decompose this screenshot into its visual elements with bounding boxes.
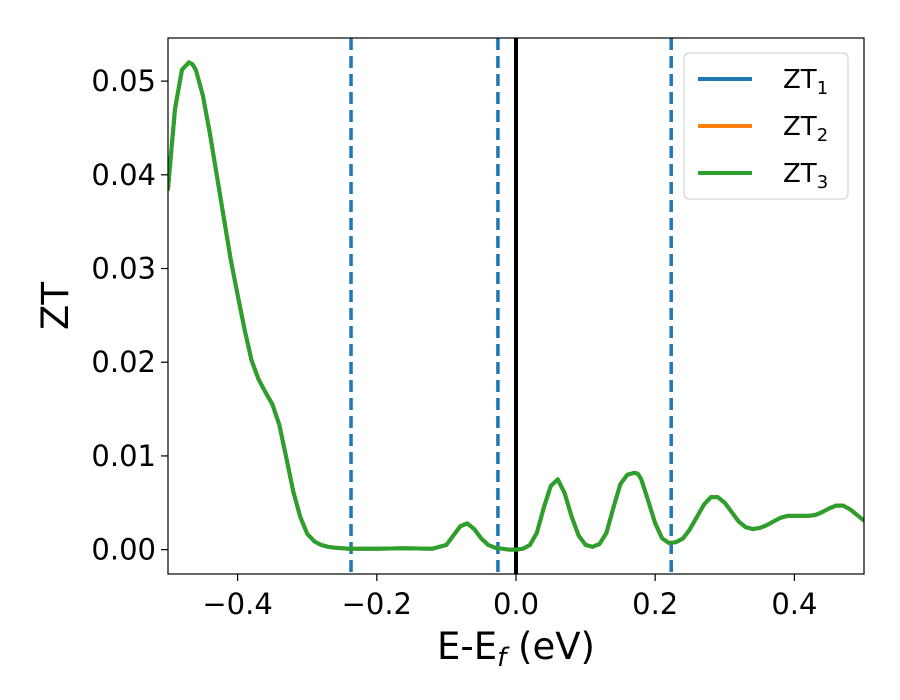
legend: ZT1 ZT2 ZT3 xyxy=(683,52,849,200)
series-lines xyxy=(168,60,864,552)
y-tick-label: 0.05 xyxy=(91,64,156,98)
reference-lines xyxy=(349,38,673,574)
x-tick-label: 0.4 xyxy=(771,587,817,621)
y-axis-ticks: 0.00 0.01 0.02 0.03 0.04 0.05 xyxy=(91,64,168,567)
x-axis-title-main: E-E xyxy=(437,625,497,668)
x-tick-label: 0.0 xyxy=(493,587,539,621)
x-axis-title-unit: (eV) xyxy=(506,625,595,668)
x-tick-label: −0.4 xyxy=(202,587,272,621)
y-axis-title: ZT xyxy=(34,282,77,330)
legend-label-zt2: ZT2 xyxy=(783,112,828,146)
x-tick-label: −0.2 xyxy=(342,587,412,621)
y-tick-label: 0.03 xyxy=(91,252,156,286)
y-tick-label: 0.00 xyxy=(91,533,156,567)
legend-label-zt1: ZT1 xyxy=(783,65,828,99)
x-axis-ticks: −0.4 −0.2 0.0 0.2 0.4 xyxy=(202,574,817,621)
legend-label-zt3: ZT3 xyxy=(783,159,828,193)
y-tick-label: 0.04 xyxy=(91,158,156,192)
x-tick-label: 0.2 xyxy=(632,587,678,621)
series-line-zt3 xyxy=(168,60,864,552)
y-tick-label: 0.01 xyxy=(91,439,156,473)
x-axis-title: E-Ef (eV) xyxy=(437,625,595,673)
y-tick-label: 0.02 xyxy=(91,345,156,379)
legend-box xyxy=(683,52,849,200)
